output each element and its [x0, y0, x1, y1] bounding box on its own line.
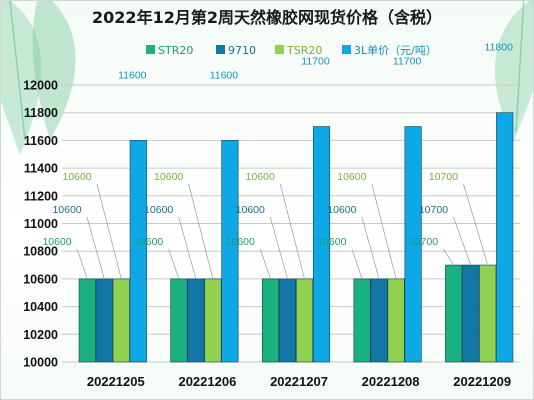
y-tick-label: 11400 — [24, 162, 58, 176]
bar — [312, 126, 331, 363]
data-label-leader — [178, 216, 197, 279]
data-label-leader — [361, 216, 380, 279]
legend-label: TSR20 — [286, 44, 322, 57]
x-category-label: 20221208 — [362, 374, 420, 389]
x-category-label: 20221209 — [453, 374, 511, 389]
bar-series — [78, 112, 514, 363]
bar — [496, 112, 514, 363]
legend-label: STR20 — [158, 44, 193, 57]
data-label: 11600 — [118, 69, 147, 81]
y-tick-label: 11600 — [24, 134, 58, 148]
legend-swatch — [342, 45, 351, 54]
x-category-label: 20221206 — [178, 374, 236, 389]
y-tick-label: 11800 — [24, 106, 58, 120]
data-label: 10600 — [246, 171, 275, 183]
data-label: 10700 — [409, 236, 438, 248]
data-label: 10600 — [42, 236, 71, 248]
data-label-leader — [269, 216, 288, 279]
data-label: 10600 — [236, 204, 265, 216]
leaf-decoration-icon — [494, 0, 534, 140]
y-tick-label: 11000 — [24, 217, 58, 231]
data-labels: 10600 10600 10600 11600 10600 10600 10600 11600… — [42, 42, 513, 280]
bar — [404, 126, 422, 363]
data-label: 10600 — [226, 236, 255, 248]
data-label-leader — [443, 248, 454, 266]
data-label: 10600 — [317, 236, 346, 248]
data-label: 10600 — [144, 204, 173, 216]
data-label: 10600 — [327, 204, 356, 216]
y-tick-label: 10000 — [23, 356, 58, 370]
data-label: 10600 — [52, 204, 81, 216]
y-tick-label: 10400 — [23, 300, 58, 314]
data-label-leader — [463, 183, 489, 266]
legend-label: 9710 — [228, 44, 256, 57]
data-label-leader — [76, 248, 88, 280]
data-label-leader — [96, 183, 122, 279]
data-label: 10700 — [429, 171, 458, 183]
data-label-leader — [351, 248, 363, 280]
data-label: 10600 — [62, 171, 91, 183]
bar — [129, 140, 147, 363]
y-axis: 10000 10200 10400 10600 10800 11000 11200 11400… — [23, 79, 58, 370]
data-label-leader — [168, 248, 180, 280]
y-tick-label: 11200 — [24, 189, 58, 203]
data-label: 10600 — [134, 236, 163, 248]
data-label-leader — [453, 216, 472, 266]
data-label-leader — [188, 183, 214, 279]
data-label-leader — [371, 183, 397, 279]
data-label: 10600 — [154, 171, 183, 183]
y-tick-label: 10800 — [23, 245, 58, 259]
data-label: 11700 — [301, 56, 330, 68]
x-category-label: 20221207 — [270, 374, 328, 389]
y-tick-label: 10600 — [23, 272, 58, 286]
data-label-leader — [86, 216, 105, 279]
legend-swatch — [216, 45, 225, 54]
data-label: 10700 — [419, 204, 448, 216]
data-label: 11600 — [210, 69, 239, 81]
data-label: 10600 — [337, 171, 366, 183]
y-tick-label: 10200 — [23, 328, 58, 342]
data-label-leader — [259, 248, 271, 280]
x-axis: 20221205 20221206 20221207 20221208 20221209 — [87, 374, 511, 389]
legend-label: 3L单价（元/吨） — [354, 44, 437, 57]
leaf-decoration-icon — [0, 0, 76, 155]
data-label: 11700 — [393, 56, 422, 68]
y-tick-label: 12000 — [23, 79, 58, 93]
chart-legend: STR20 9710 TSR20 3L单价（元/吨） — [146, 44, 437, 57]
data-label-leader — [279, 183, 305, 279]
data-label: 11800 — [484, 42, 513, 54]
legend-swatch — [146, 45, 155, 54]
chart-title: 2022年12月第2周天然橡胶网现货价格（含税） — [92, 8, 442, 27]
x-category-label: 20221205 — [87, 374, 145, 389]
legend-swatch — [275, 45, 284, 54]
bar — [221, 140, 239, 363]
